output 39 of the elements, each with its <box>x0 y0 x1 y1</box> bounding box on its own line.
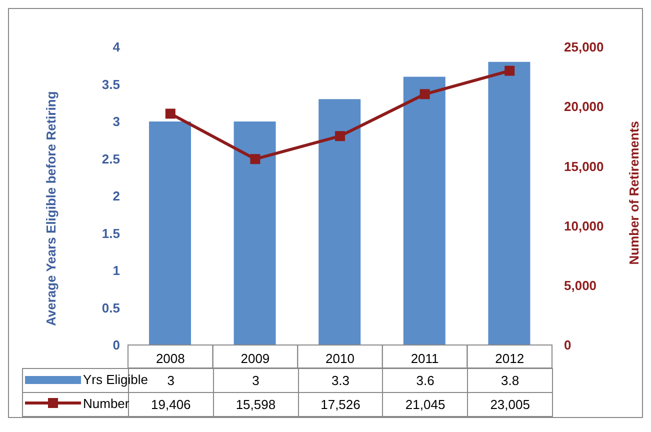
point <box>165 108 176 119</box>
point <box>504 66 515 76</box>
point <box>250 154 260 164</box>
point <box>420 89 430 100</box>
y-tick-label: 3.5 <box>102 76 120 92</box>
legend-label: Number <box>83 396 130 411</box>
legend-label: Yrs Eligible <box>83 372 148 388</box>
y-axis-title: Average Years Eligible before Retiring <box>44 91 59 326</box>
y2-tick-label: 0 <box>564 338 572 353</box>
data-label: 3 <box>167 373 175 388</box>
data-label: 21,045 <box>382 392 468 416</box>
data-label: 19,406 <box>128 392 214 416</box>
y2-tick-label: 15,000 <box>564 158 604 174</box>
y-tick-label: 1.5 <box>102 226 120 241</box>
data-label: 3 <box>213 368 298 392</box>
y-tick-label: 2 <box>112 188 120 204</box>
y-tick-label: 3 <box>112 114 120 130</box>
y-tick-label: 4 <box>112 40 121 55</box>
y2-axis-title: Number of Retirements <box>626 121 642 265</box>
x-tick-label: 2010 <box>326 351 354 366</box>
data-label: 17,526 <box>298 392 383 416</box>
y-tick-label: 1 <box>112 263 120 278</box>
x-tick-label: 2011 <box>410 351 439 366</box>
data-label: 3.3 <box>298 368 383 392</box>
y2-tick-label: 10,000 <box>564 218 604 234</box>
y-tick-label: 0.5 <box>102 300 120 316</box>
y-tick-label: 0 <box>112 338 120 353</box>
data-label: 23,005 <box>468 392 552 416</box>
y-tick-label: 2.5 <box>102 151 120 166</box>
x-tick-label: 2008 <box>156 351 185 366</box>
y2-tick-label: 20,000 <box>564 99 604 114</box>
data-label: 3.8 <box>468 368 552 392</box>
x-tick-label: 2012 <box>495 351 524 366</box>
point <box>335 131 345 142</box>
y2-tick-label: 5,000 <box>564 278 597 294</box>
data-label: 3.6 <box>382 368 468 392</box>
x-tick-label: 2009 <box>240 351 270 366</box>
y2-tick-label: 25,000 <box>564 40 604 55</box>
data-label: 15,598 <box>213 392 298 416</box>
